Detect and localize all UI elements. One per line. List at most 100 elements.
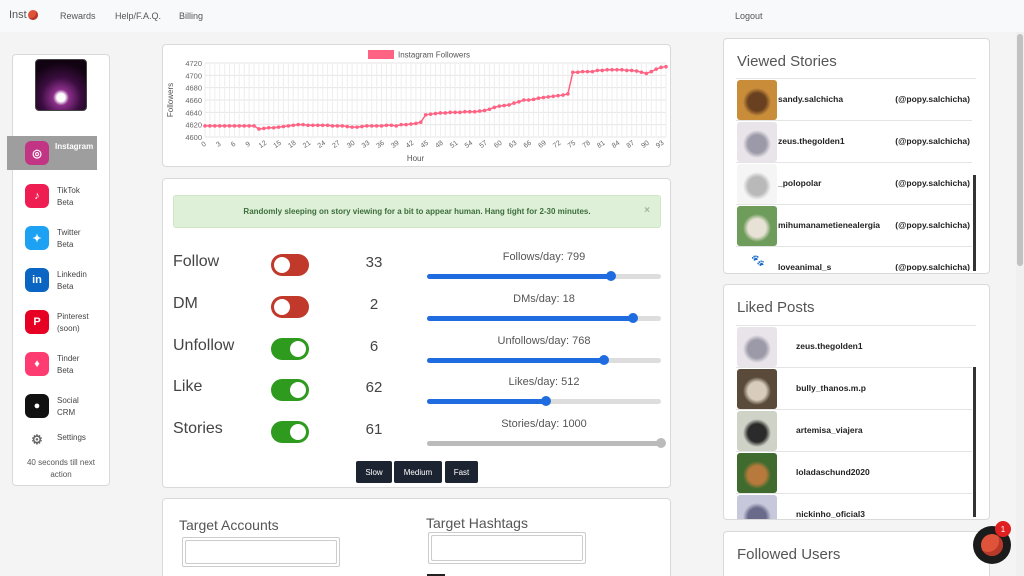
nav-link-logout[interactable]: Logout — [735, 11, 763, 21]
username[interactable]: mihumanametienealergia — [778, 220, 881, 230]
sidebar-item-twitter[interactable]: ✦ Twitter Beta — [13, 221, 109, 255]
toggle-knob — [290, 382, 306, 398]
x-tick-label: 81 — [596, 140, 606, 150]
list-item[interactable]: zeus.thegolden1 — [736, 326, 972, 368]
like-count: 62 — [365, 379, 383, 396]
sidebar-item-title: Settings — [57, 433, 86, 442]
data-point — [320, 123, 325, 128]
slider-thumb[interactable] — [606, 271, 617, 281]
like-per-day-slider[interactable] — [427, 396, 661, 406]
data-point — [487, 107, 492, 112]
username[interactable]: artemisa_viajera — [796, 425, 863, 435]
data-point — [624, 68, 629, 73]
data-point — [232, 124, 237, 128]
top-navbar: Inst Rewards Help/F.A.Q. Billing Logout — [0, 0, 1024, 32]
viewed-stories-panel: Viewed Stories sandy.salchicha (@popy.sal… — [723, 38, 990, 274]
data-point — [482, 108, 487, 113]
list-item[interactable]: loladaschund2020 — [736, 452, 972, 494]
list-item[interactable]: 🐾 loveanimal_s (@popy.salchicha) — [736, 247, 972, 271]
liked-posts-panel: Liked Posts zeus.thegolden1 bully_thanos.… — [723, 284, 990, 520]
slow-button[interactable]: Slow — [356, 461, 392, 483]
sidebar-item-label: Tinder Beta — [57, 353, 79, 377]
list-item[interactable]: mihumanametienealergia (@popy.salchicha) — [736, 205, 972, 247]
list-item[interactable]: sandy.salchicha (@popy.salchicha) — [736, 79, 972, 121]
target-accounts-input[interactable] — [185, 540, 337, 564]
list-item[interactable]: nickinho_oficial3 — [736, 494, 972, 519]
username[interactable]: zeus.thegolden1 — [778, 136, 845, 146]
unfollow-toggle[interactable] — [271, 338, 309, 360]
like-toggle[interactable] — [271, 379, 309, 401]
unfollow-label: Unfollow — [173, 337, 235, 354]
data-point — [208, 124, 212, 128]
stories-label: Stories — [173, 420, 223, 437]
list-item[interactable]: bully_thanos.m.p — [736, 368, 972, 410]
username[interactable]: zeus.thegolden1 — [796, 341, 863, 351]
username[interactable]: bully_thanos.m.p — [796, 383, 866, 393]
tiktok-icon: ♪ — [25, 184, 49, 208]
nav-link-rewards[interactable]: Rewards — [60, 11, 96, 21]
fast-button[interactable]: Fast — [445, 461, 478, 483]
viewed-stories-list[interactable]: sandy.salchicha (@popy.salchicha) zeus.the… — [736, 78, 976, 271]
y-tick-label: 4680 — [185, 84, 202, 93]
nav-link-help[interactable]: Help/F.A.Q. — [115, 11, 162, 21]
username[interactable]: loladaschund2020 — [796, 467, 870, 477]
dm-toggle[interactable] — [271, 296, 309, 318]
sidebar-item-settings[interactable]: ⚙ Settings — [13, 423, 109, 457]
dm-per-day-slider[interactable] — [427, 313, 661, 323]
data-point — [296, 122, 300, 127]
list-item[interactable]: _polopolar (@popy.salchicha) — [736, 163, 972, 205]
follow-toggle[interactable] — [271, 254, 309, 276]
alert-close-icon[interactable]: × — [644, 205, 650, 216]
follow-label: Follow — [173, 253, 220, 270]
chat-launcher-button[interactable] — [973, 526, 1011, 564]
x-tick-label: 60 — [493, 140, 503, 150]
sidebar-item-instagram[interactable]: ◎ Instagram — [7, 136, 97, 170]
sidebar-item-subtitle: Beta — [57, 366, 74, 375]
list-item[interactable]: zeus.thegolden1 (@popy.salchicha) — [736, 121, 972, 163]
page-scrollbar-thumb[interactable] — [1017, 34, 1023, 266]
unfollow-per-day-slider[interactable] — [427, 355, 661, 365]
username[interactable]: _polopolar — [778, 178, 822, 188]
sidebar-item-subtitle: Beta — [57, 198, 74, 207]
sidebar-item-tinder[interactable]: ♦ Tinder Beta — [13, 347, 109, 381]
slider-thumb[interactable] — [541, 396, 552, 406]
follow-per-day-slider[interactable] — [427, 271, 661, 281]
medium-button[interactable]: Medium — [394, 461, 442, 483]
stories-toggle[interactable] — [271, 421, 309, 443]
instagram-icon: ◎ — [25, 141, 49, 165]
x-tick-label: 36 — [375, 140, 385, 150]
data-point — [374, 124, 379, 128]
slider-thumb[interactable] — [598, 355, 609, 365]
username[interactable]: loveanimal_s — [778, 262, 832, 271]
slider-thumb[interactable] — [627, 313, 638, 323]
sidebar-item-tiktok[interactable]: ♪ TikTok Beta — [13, 179, 109, 213]
username[interactable]: nickinho_oficial3 — [796, 509, 865, 519]
owner-handle: (@popy.salchicha) — [895, 262, 970, 271]
viewed-stories-scrollbar[interactable] — [973, 175, 976, 271]
data-point — [340, 124, 345, 128]
sidebar-item-label: Linkedin Beta — [57, 269, 87, 293]
twitter-icon: ✦ — [25, 226, 49, 250]
page-scrollbar[interactable] — [1016, 32, 1024, 576]
brand-logo[interactable]: Inst — [9, 9, 38, 21]
data-point — [276, 125, 281, 129]
nav-link-billing[interactable]: Billing — [179, 11, 204, 21]
sidebar-item-social[interactable]: ● Social CRM — [13, 389, 109, 423]
liked-posts-list[interactable]: zeus.thegolden1 bully_thanos.m.p artemisa_… — [736, 325, 976, 519]
sidebar-item-pinterest[interactable]: P Pinterest (soon) — [13, 305, 109, 339]
stories-per-day-label: Stories/day: 1000 — [501, 418, 587, 430]
liked-posts-scrollbar[interactable] — [973, 367, 976, 517]
data-point — [266, 125, 271, 130]
slider-fill — [427, 358, 604, 363]
data-point — [556, 93, 560, 98]
list-item[interactable]: artemisa_viajera — [736, 410, 972, 452]
data-point — [659, 65, 663, 70]
next-action-status: 40 seconds till next action — [26, 458, 96, 479]
target-accounts-title: Target Accounts — [179, 517, 279, 533]
profile-avatar[interactable] — [35, 59, 87, 111]
username[interactable]: sandy.salchicha — [778, 94, 844, 104]
owner-handle: (@popy.salchicha) — [895, 136, 970, 146]
target-hashtags-input[interactable] — [431, 535, 583, 561]
followed-users-panel: Followed Users — [723, 531, 990, 576]
sidebar-item-linkedin[interactable]: in Linkedin Beta — [13, 263, 109, 297]
